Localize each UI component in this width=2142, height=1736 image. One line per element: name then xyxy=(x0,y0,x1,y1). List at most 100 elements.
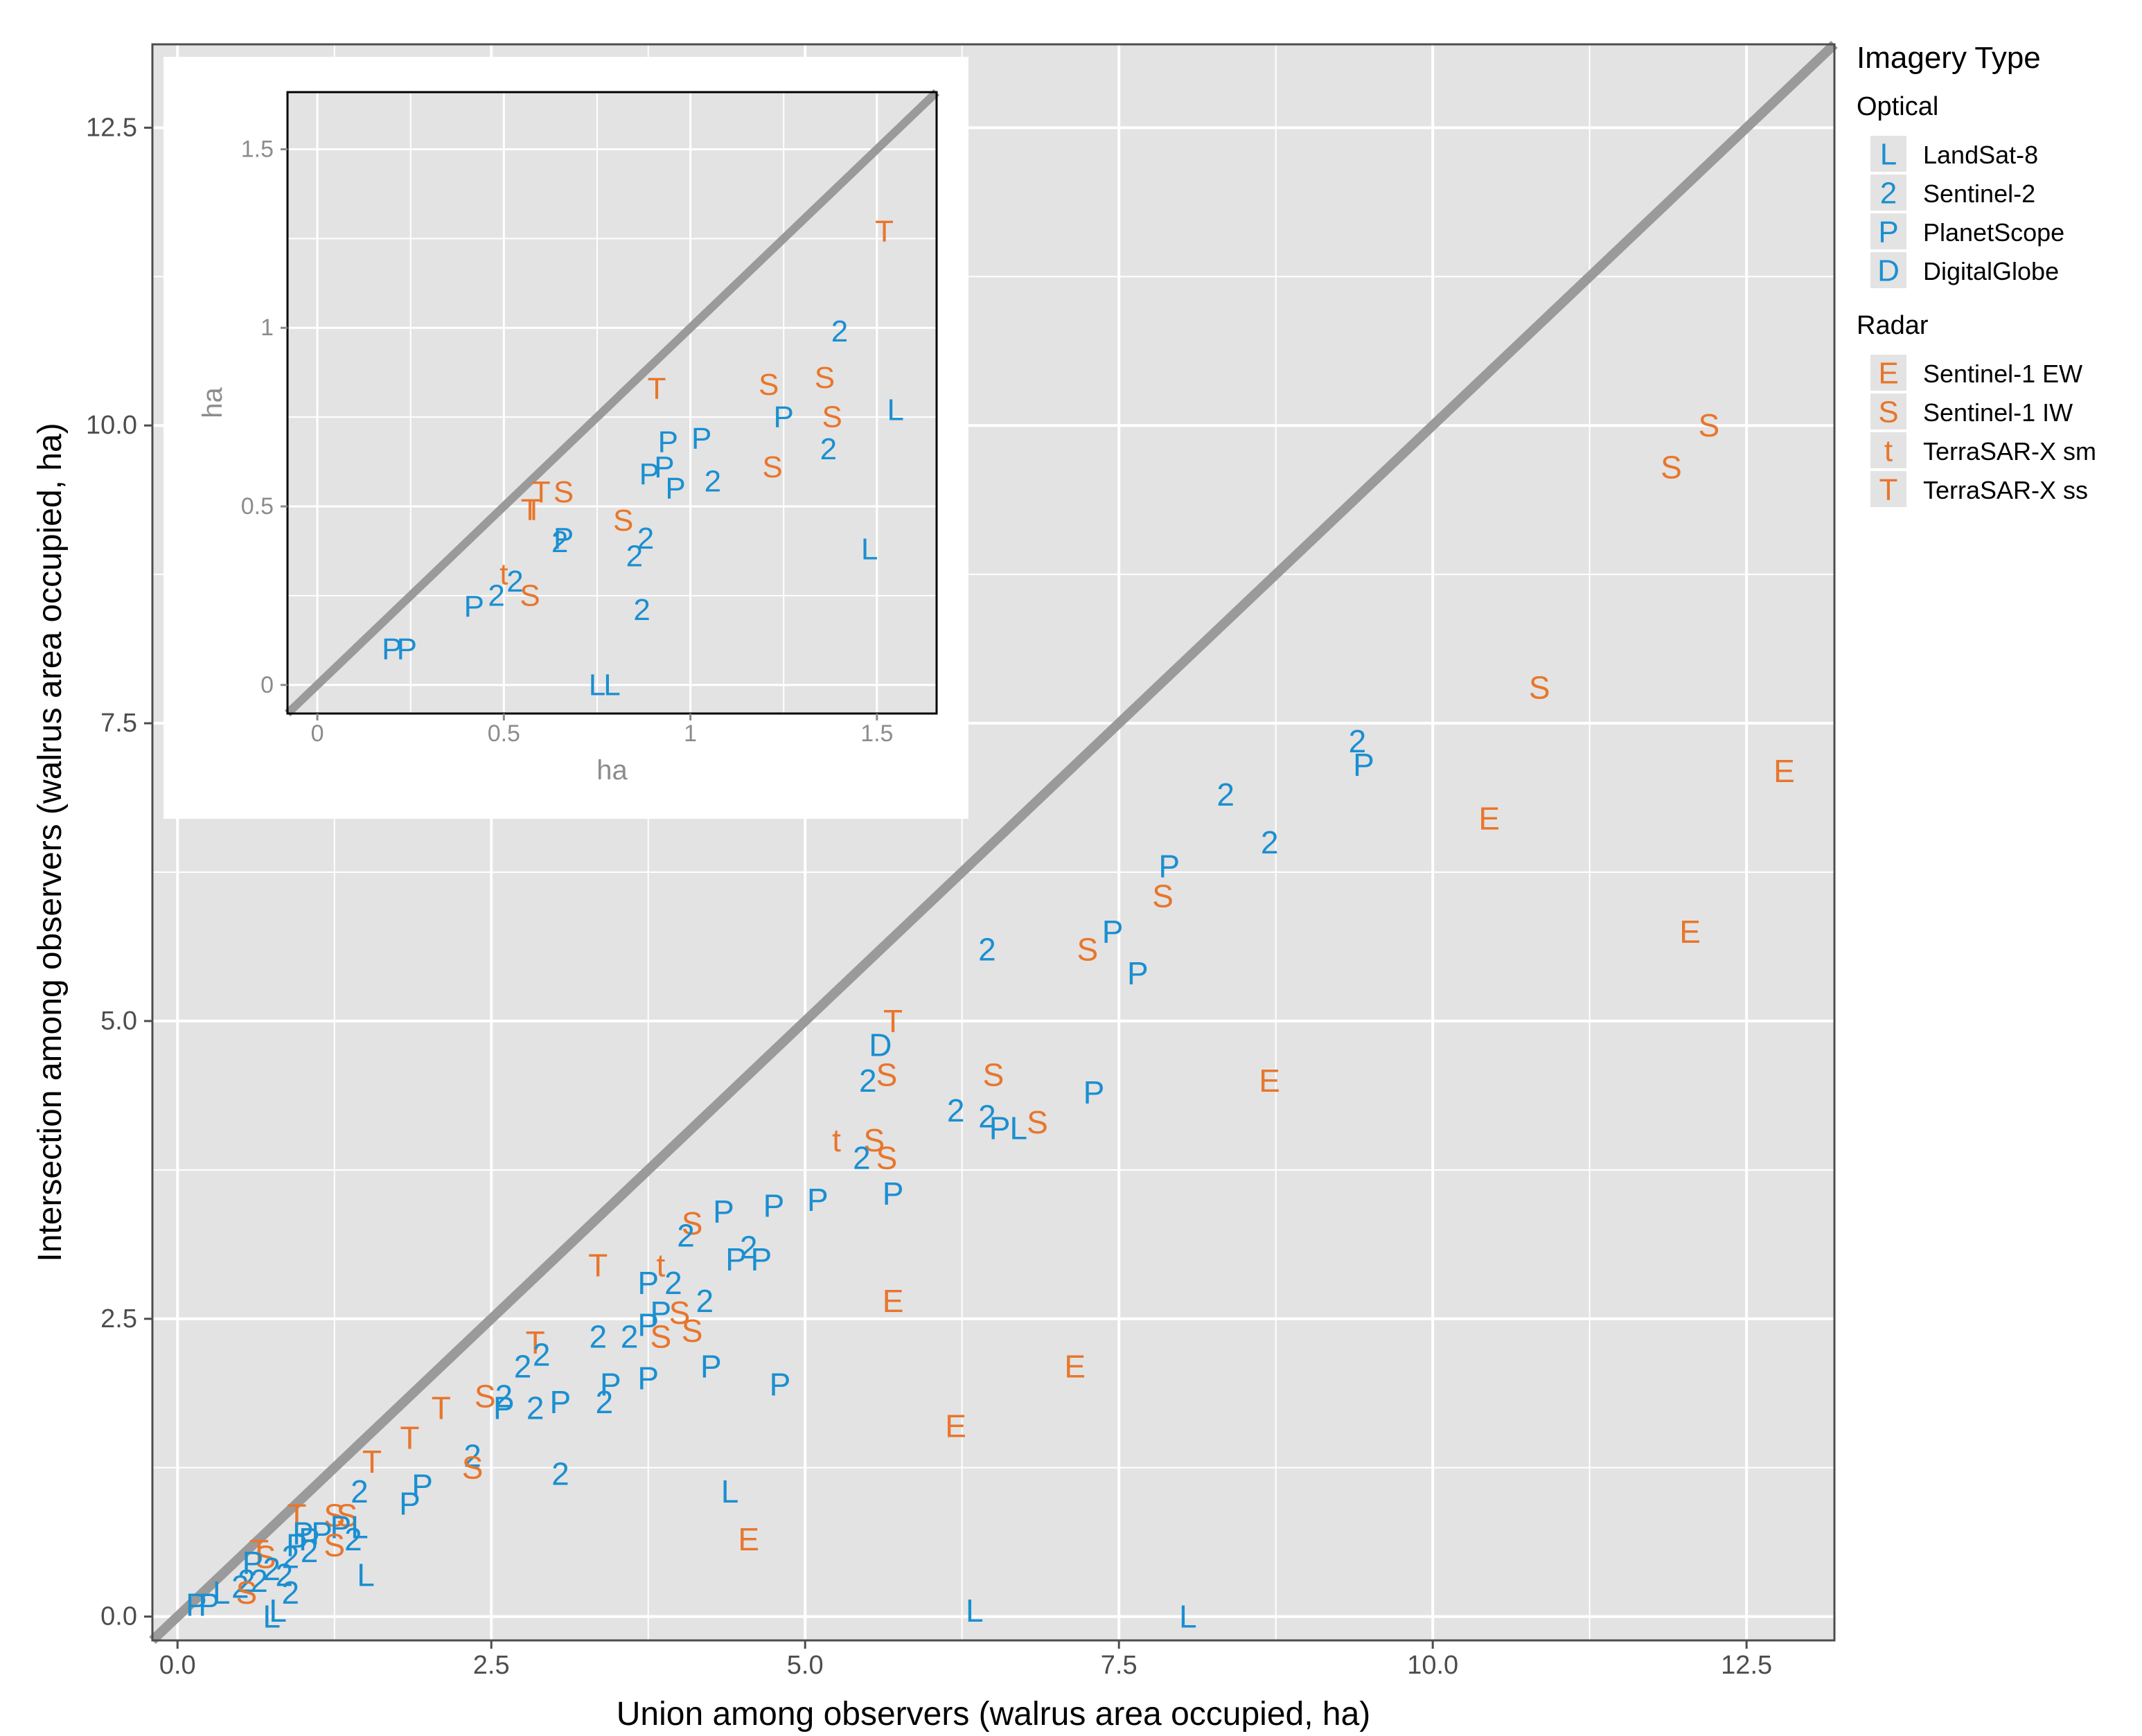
data-point: S xyxy=(1152,878,1174,914)
x-tick-label: 0.0 xyxy=(159,1651,196,1680)
y-tick-label: 0.0 xyxy=(100,1602,137,1631)
data-point: P xyxy=(807,1182,829,1218)
y-tick-label: 5.0 xyxy=(100,1007,137,1036)
y-axis-title: Intersection among observers (walrus are… xyxy=(32,423,69,1261)
inset-data-point: S xyxy=(520,578,540,612)
legend-item: P PlanetScope xyxy=(1870,213,2064,249)
data-point: S xyxy=(1027,1104,1048,1140)
inset-data-point: 2 xyxy=(633,593,650,627)
x-tick-label: 10.0 xyxy=(1407,1651,1458,1680)
data-point: 2 xyxy=(621,1319,639,1355)
inset-y-tick-label: 1 xyxy=(260,315,274,341)
data-point: E xyxy=(883,1283,904,1319)
inset-data-point: 2 xyxy=(705,464,721,498)
legend-label: Sentinel-1 IW xyxy=(1923,398,2073,427)
inset-x-tick-label: 0 xyxy=(311,720,324,747)
inset-data-point: T xyxy=(524,493,543,527)
x-tick-label: 7.5 xyxy=(1101,1651,1138,1680)
data-point: 2 xyxy=(495,1379,513,1415)
data-point: P xyxy=(330,1509,351,1545)
y-tick-label: 2.5 xyxy=(100,1304,137,1334)
legend-label: TerraSAR-X sm xyxy=(1923,437,2096,466)
data-point: P xyxy=(763,1187,785,1223)
data-point: S xyxy=(1698,407,1719,443)
inset-data-point: L xyxy=(887,393,904,427)
inset-identity-line xyxy=(284,89,940,717)
inset-x-tick-label: 1.5 xyxy=(860,720,893,747)
inset-data-point: P xyxy=(397,632,417,666)
inset-data-point: P xyxy=(382,632,402,666)
data-point: P xyxy=(299,1521,320,1557)
data-point: L xyxy=(721,1473,739,1509)
data-point: P xyxy=(750,1241,772,1277)
data-point: L xyxy=(1009,1110,1027,1146)
data-point: T xyxy=(526,1325,545,1361)
panel-border xyxy=(151,43,1836,1642)
inset-y-tick-label: 0.5 xyxy=(241,493,274,520)
inset-panel-border xyxy=(286,91,938,715)
data-point: 2 xyxy=(250,1563,268,1599)
data-point: L xyxy=(357,1557,375,1593)
inset-data-point: 2 xyxy=(820,432,837,466)
legend-key-background xyxy=(1870,393,1906,429)
data-point: P xyxy=(650,1295,671,1331)
data-point: S xyxy=(876,1056,898,1092)
data-point: 2 xyxy=(978,932,996,968)
data-point: P xyxy=(637,1307,659,1343)
inset-data-point: S xyxy=(554,475,574,509)
data-point: 2 xyxy=(275,1557,293,1593)
data-point: P xyxy=(713,1194,734,1230)
inset-data-point: 2 xyxy=(506,565,523,599)
inset-data-point: 2 xyxy=(831,315,848,348)
legend-key-symbol: T xyxy=(1879,473,1898,507)
inset-data-point: 2 xyxy=(637,522,654,556)
inset-x-axis-title: ha xyxy=(596,755,628,786)
legend-key-symbol: P xyxy=(1878,215,1898,249)
x-tick-label: 5.0 xyxy=(787,1651,824,1680)
data-point: E xyxy=(1773,753,1795,789)
data-point: E xyxy=(738,1521,759,1557)
legend-item: E Sentinel-1 EW xyxy=(1870,355,2082,391)
inset-y-tick-label: 0 xyxy=(260,672,274,698)
legend-item: L LandSat-8 xyxy=(1870,136,2038,172)
data-point: 2 xyxy=(231,1569,249,1605)
data-point: L xyxy=(263,1599,281,1635)
x-tick-label: 2.5 xyxy=(473,1651,510,1680)
data-point: P xyxy=(399,1485,421,1521)
data-point: 2 xyxy=(1349,723,1367,759)
data-point: 2 xyxy=(526,1390,545,1426)
inset-data-point: S xyxy=(613,504,633,538)
legend-key-symbol: L xyxy=(1880,138,1897,172)
data-point: 2 xyxy=(859,1063,877,1099)
legend-key-background xyxy=(1870,432,1906,468)
legend-key-symbol: 2 xyxy=(1880,177,1897,211)
data-point: S xyxy=(1661,449,1682,485)
data-point: S xyxy=(1529,669,1550,705)
data-point: S xyxy=(475,1379,496,1415)
legend-key-symbol: S xyxy=(1878,396,1898,429)
data-point: 2 xyxy=(677,1217,695,1253)
data-point: S xyxy=(324,1527,345,1563)
data-point: S xyxy=(682,1313,703,1349)
legend-label: Sentinel-1 EW xyxy=(1923,360,2082,388)
data-point: L xyxy=(966,1593,984,1629)
inset-data-point: L xyxy=(603,668,620,702)
data-point: 2 xyxy=(664,1265,682,1301)
data-point: P xyxy=(550,1384,572,1420)
x-tick-label: 12.5 xyxy=(1721,1651,1772,1680)
inset-y-tick-label: 1.5 xyxy=(241,136,274,162)
data-point: P xyxy=(411,1467,433,1503)
inset-data-point: S xyxy=(822,400,842,434)
inset-data-point: P xyxy=(464,590,484,623)
data-point: S xyxy=(236,1575,258,1611)
data-point: 2 xyxy=(551,1455,569,1491)
legend-label: PlanetScope xyxy=(1923,218,2064,247)
data-point: S xyxy=(983,1056,1004,1092)
data-point: t xyxy=(832,1122,841,1158)
inset-data-point: P xyxy=(654,450,674,484)
legend-label: TerraSAR-X ss xyxy=(1923,476,2088,504)
legend-item: D DigitalGlobe xyxy=(1870,252,2059,288)
data-point: P xyxy=(1102,914,1124,950)
data-point: P xyxy=(770,1366,791,1402)
